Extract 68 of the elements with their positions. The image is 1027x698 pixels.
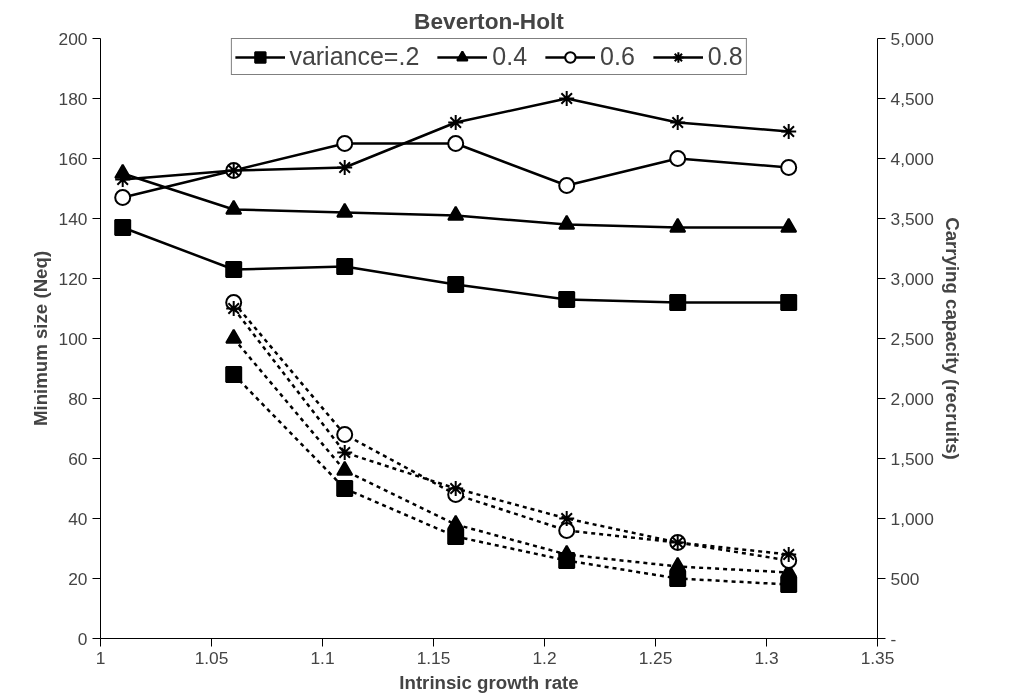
point	[336, 444, 354, 461]
point	[336, 426, 354, 443]
y2-tick-label: 4,000	[890, 148, 934, 169]
point	[558, 522, 576, 539]
legend-label: 0.8	[707, 42, 743, 71]
y-tick-label: 40	[68, 508, 88, 529]
y-axis-title: Minimum size (Neq)	[29, 250, 51, 427]
point	[447, 528, 465, 545]
x-tick-label: 1.3	[754, 647, 779, 668]
chart-title: Beverton-Holt	[414, 7, 565, 34]
x-tick-label: 1.2	[532, 647, 557, 668]
x-tick-label: 1.05	[194, 647, 229, 668]
legend-label: 0.4	[492, 42, 528, 71]
legend-label: variance=.2	[289, 42, 420, 71]
point	[669, 294, 687, 311]
point	[780, 159, 798, 176]
point	[669, 570, 687, 587]
y2-axis-title: Carrying capacity (recruits)	[941, 217, 963, 460]
y-tick-label: 0	[77, 628, 88, 649]
y2-tick-label: 3,500	[890, 208, 934, 229]
point	[336, 159, 354, 176]
point	[558, 177, 576, 194]
point	[336, 480, 354, 497]
point	[447, 135, 465, 152]
point	[447, 480, 465, 497]
y-tick-label: 120	[58, 268, 88, 289]
y-tick-label: 180	[58, 88, 88, 109]
point	[669, 150, 687, 167]
x-tick-label: 1.1	[310, 647, 335, 668]
point	[114, 189, 132, 206]
point	[114, 219, 132, 236]
y2-tick-label: 1,500	[890, 448, 934, 469]
y-tick-label: 60	[68, 448, 88, 469]
point	[225, 300, 243, 317]
point	[336, 135, 354, 152]
point	[447, 276, 465, 293]
legend-label: 0.6	[600, 42, 635, 71]
y-tick-label: 100	[58, 328, 88, 349]
x-tick-label: 1.15	[416, 647, 451, 668]
point	[558, 90, 576, 107]
point	[669, 114, 687, 131]
y2-tick-label: 500	[890, 568, 920, 589]
x-tick-label: 1.35	[860, 647, 895, 668]
x-tick-label: 1.25	[638, 647, 673, 668]
y-tick-label: 200	[58, 28, 88, 49]
y-tick-label: 160	[58, 148, 88, 169]
point	[780, 294, 798, 311]
x-axis-title: Intrinsic growth rate	[399, 671, 579, 693]
y-tick-label: 140	[58, 208, 88, 229]
point	[225, 261, 243, 278]
y2-tick-label: 1,000	[890, 508, 934, 529]
y2-tick-label: 5,000	[890, 28, 934, 49]
point	[447, 114, 465, 131]
y2-tick-label: -	[890, 628, 897, 649]
y-tick-label: 20	[68, 568, 88, 589]
y-tick-label: 80	[68, 388, 88, 409]
y2-tick-label: 2,000	[890, 388, 934, 409]
y2-tick-label: 3,000	[890, 268, 934, 289]
point	[780, 576, 798, 593]
point	[780, 123, 798, 140]
y2-tick-label: 2,500	[890, 328, 934, 349]
point	[225, 366, 243, 383]
point	[558, 510, 576, 527]
point	[336, 258, 354, 275]
point	[780, 546, 798, 563]
x-tick-label: 1	[95, 647, 106, 668]
y2-tick-label: 4,500	[890, 88, 934, 109]
point	[558, 291, 576, 308]
